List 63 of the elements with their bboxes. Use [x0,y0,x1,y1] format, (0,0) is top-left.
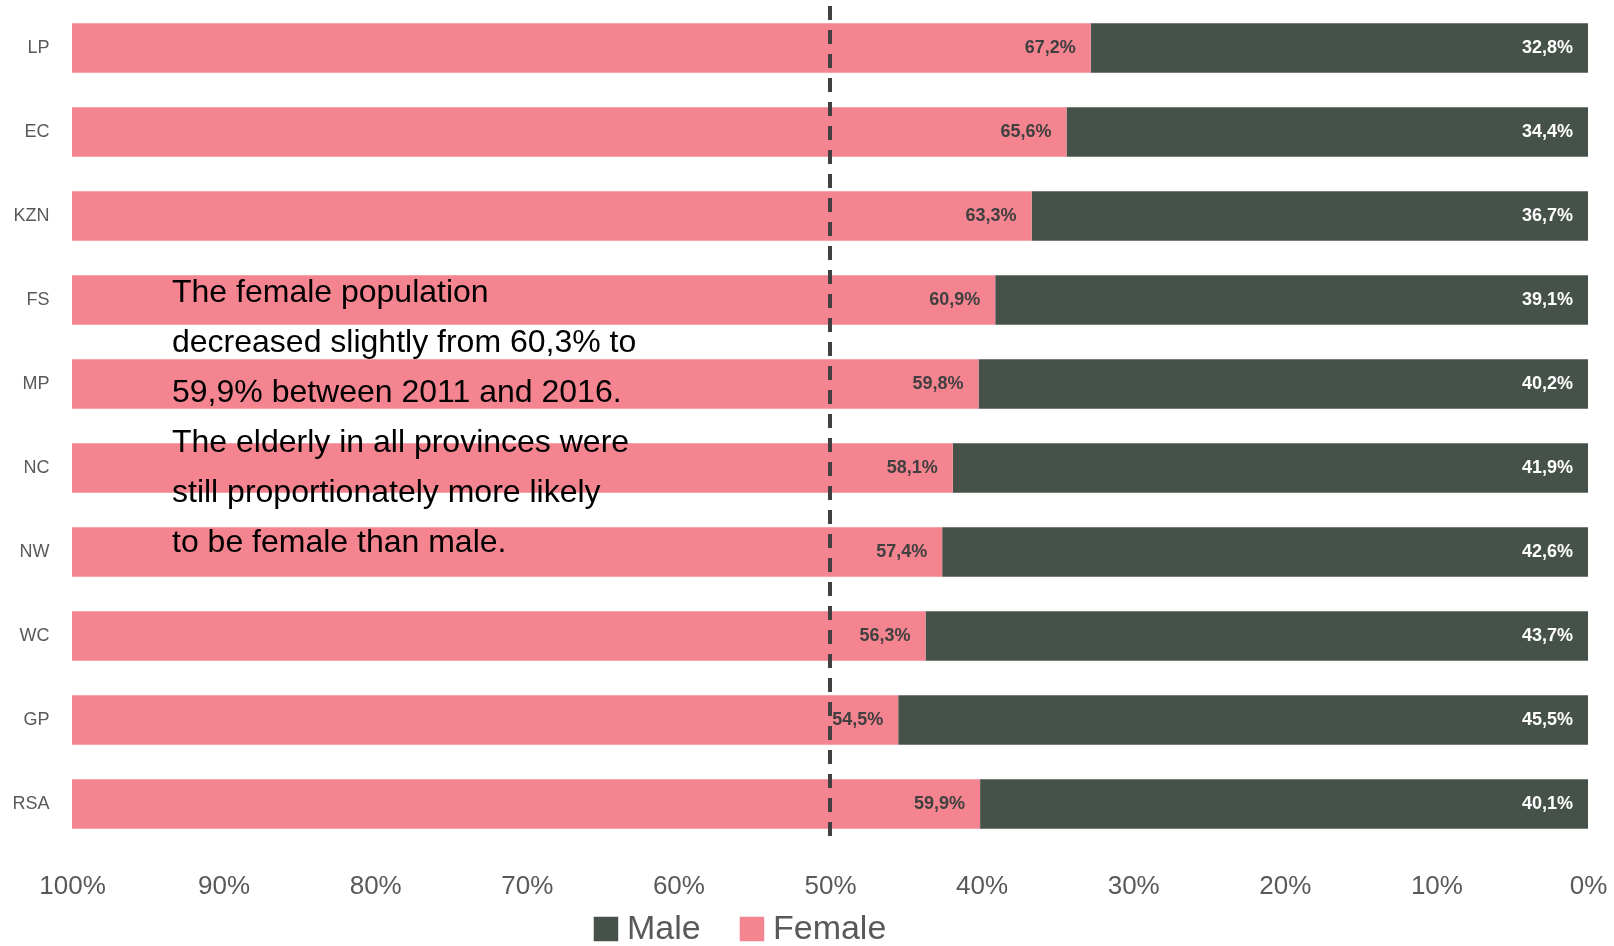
bar [925,611,1588,661]
y-tick-label: NW [19,541,50,561]
bar [72,527,943,577]
data-label: 60,9% [929,289,981,309]
bar [72,695,899,745]
legend-label: Female [772,908,887,946]
data-label: 56,3% [859,625,911,645]
data-label: 34,4% [1521,121,1573,141]
y-tick-label: NC [23,457,50,477]
data-label: 59,9% [914,793,966,813]
bar [978,359,1588,409]
data-label: 58,1% [886,457,938,477]
x-tick-label: 0% [1569,869,1608,900]
y-tick-label: LP [27,37,50,57]
bar [995,275,1588,325]
bar [72,23,1091,73]
bar [72,611,926,661]
data-label: 63,3% [965,205,1017,225]
data-label: 40,1% [1521,793,1573,813]
annotation: The female population decreased slightly from 60,3% to 59,9% between 2011 and 2016. The elderly in all provinces were still proportionately more likely to be female than male. [172,273,637,559]
x-tick-label: 90% [198,869,251,900]
bar [72,275,996,325]
y-tick-label: MP [22,373,50,393]
y-tick-label: FS [26,289,50,309]
bar [72,779,981,829]
bar [1031,191,1588,241]
bar [72,107,1067,157]
data-label: 59,8% [912,373,964,393]
data-label: 42,6% [1521,541,1573,561]
bar [72,191,1032,241]
x-tick-label: 80% [349,869,402,900]
data-label: 40,2% [1521,373,1573,393]
y-tick-label: EC [24,121,50,141]
x-tick-label: 50% [804,869,857,900]
bar [72,359,979,409]
data-label: 36,7% [1521,205,1573,225]
bar [942,527,1588,577]
y-tick-label: RSA [12,793,50,813]
data-label: 65,6% [1000,121,1052,141]
bar [1090,23,1588,73]
x-tick-label: 70% [501,869,554,900]
x-tick-label: 10% [1410,869,1463,900]
y-tick-label: GP [23,709,50,729]
x-tick-label: 40% [956,869,1009,900]
data-label: 45,5% [1521,709,1573,729]
bar [980,779,1588,829]
data-label: 67,2% [1024,37,1076,57]
x-tick-label: 30% [1107,869,1160,900]
bar [1066,107,1588,157]
bar [898,695,1588,745]
data-label: 54,5% [832,709,884,729]
data-label: 39,1% [1521,289,1573,309]
x-tick-label: 100% [39,869,106,900]
data-label: 41,9% [1521,457,1573,477]
legend-label: Male [626,908,701,946]
bar [952,443,1588,493]
y-tick-label: WC [19,625,50,645]
x-tick-label: 60% [652,869,705,900]
x-tick-label: 20% [1259,869,1312,900]
data-label: 32,8% [1521,37,1573,57]
y-tick-label: KZN [13,205,50,225]
data-label: 57,4% [876,541,928,561]
data-label: 43,7% [1521,625,1573,645]
